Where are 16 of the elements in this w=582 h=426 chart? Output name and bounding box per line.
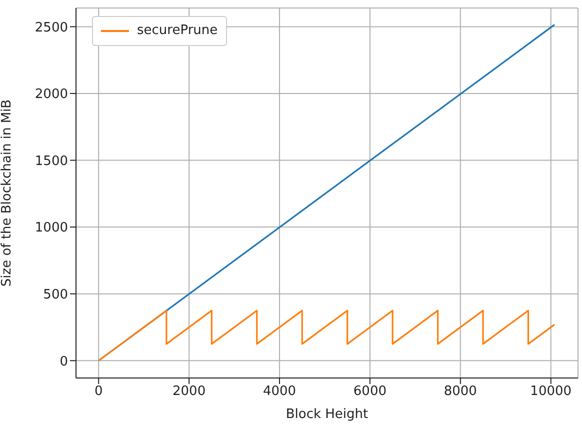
x-tick-label: 2000 <box>172 384 206 400</box>
x-tick-label: 10000 <box>530 384 572 400</box>
line-series <box>98 310 556 362</box>
x-tick-label: 4000 <box>262 384 296 400</box>
y-tick-label: 2000 <box>34 87 68 102</box>
x-tick-label: 8000 <box>444 384 477 400</box>
x-tick-label: 6000 <box>353 384 387 400</box>
y-tick-label: 2500 <box>34 20 68 36</box>
x-tick-label: 0 <box>94 384 103 400</box>
y-tick-label: 500 <box>43 287 68 302</box>
y-tick-label: 1000 <box>34 220 68 236</box>
y-axis-title: Size of the Blockchain in MiB <box>0 99 15 287</box>
y-tick-label: 1500 <box>34 154 68 169</box>
x-axis-title: Block Height <box>286 407 368 422</box>
legend-label: securePrune <box>137 22 218 40</box>
y-tick-label: 0 <box>60 354 68 370</box>
